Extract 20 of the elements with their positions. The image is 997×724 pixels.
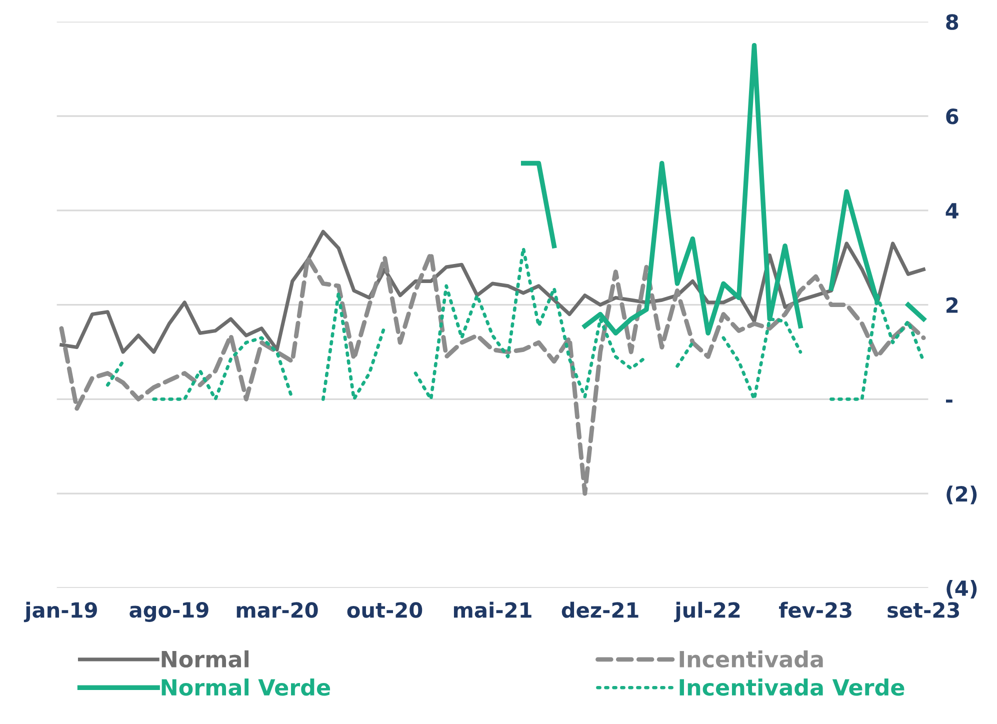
x-tick-label: fev-23 <box>779 602 852 618</box>
y-tick-label: 4 <box>946 203 958 218</box>
legend-label: Normal <box>162 650 248 668</box>
x-tick-label: dez-21 <box>562 602 638 618</box>
x-tick-label: out-20 <box>347 602 422 618</box>
x-tick-label: mai-21 <box>454 602 532 618</box>
y-tick-label: - <box>946 400 952 403</box>
x-tick-label: jan-19 <box>24 602 97 622</box>
y-tick-label: (2) <box>946 486 977 504</box>
legend-label: Normal Verde <box>162 678 330 696</box>
legend-label: Incentivada <box>680 650 823 668</box>
y-tick-label: (4) <box>946 580 977 599</box>
y-tick-label: 8 <box>946 14 958 30</box>
legend-label: Incentivada Verde <box>680 678 904 696</box>
x-tick-label: set-23 <box>888 602 959 618</box>
x-tick-label: jul-22 <box>674 602 740 622</box>
y-tick-label: 2 <box>946 297 958 313</box>
x-tick-label: mar-20 <box>236 602 318 618</box>
y-tick-label: 6 <box>946 108 958 124</box>
x-tick-label: ago-19 <box>130 602 208 622</box>
